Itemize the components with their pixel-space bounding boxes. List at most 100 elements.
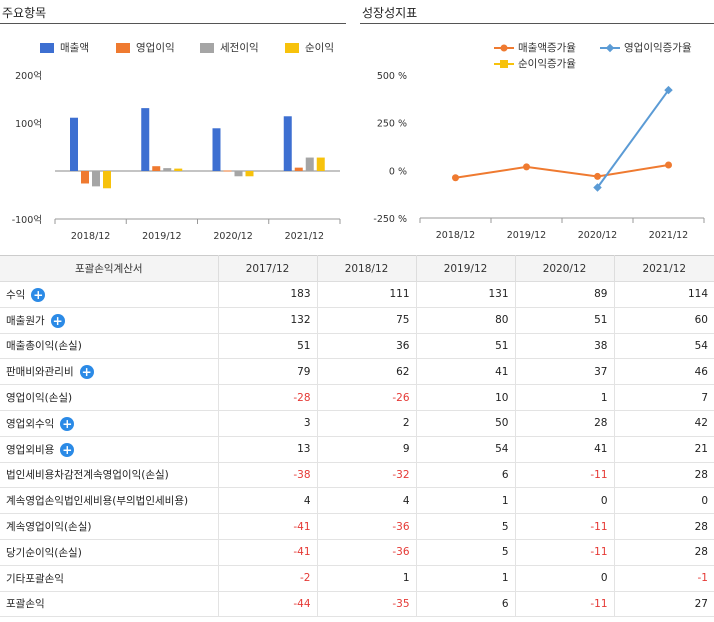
table-cell: 1 [416, 565, 516, 592]
bar-x-tick-label: 2019/12 [142, 231, 181, 242]
table-cell: 89 [515, 281, 615, 308]
bar-mark [212, 128, 221, 171]
legend-marker-icon [494, 44, 514, 51]
table-cell: -1 [614, 565, 714, 592]
row-label: 판매비와관리비 + [0, 358, 219, 386]
legend-label: 매출액 [60, 42, 89, 54]
line-x-tick-label: 2019/12 [507, 230, 546, 241]
row-label: 영업외비용 + [0, 436, 219, 463]
row-label: 매출원가 + [0, 307, 219, 334]
legend-swatch-icon [40, 42, 54, 53]
expand-plus-icon[interactable]: + [50, 313, 65, 328]
table-row: 기타포괄손익 -2 1 1 0 -1 [0, 565, 714, 592]
row-label: 수익 + [0, 281, 219, 308]
table-cell: 28 [614, 513, 714, 540]
bar-mark [294, 167, 303, 171]
row-label: 계속영업손익법인세비용(부의법인세비용) [0, 487, 219, 515]
table-cell: 6 [416, 462, 516, 489]
line-series [455, 164, 669, 179]
table-cell: -36 [317, 539, 417, 566]
year-column-header: 2019/12 [416, 255, 516, 282]
bar-mark [70, 117, 78, 171]
table-cell: 28 [515, 410, 615, 437]
row-label: 매출총이익(손실) [0, 333, 219, 360]
row-label-text: 영업외수익 [6, 417, 55, 430]
table-cell: 7 [614, 384, 714, 411]
bar-legend-item[interactable]: 매출액 [40, 40, 89, 55]
row-label-text: 영업외비용 [6, 443, 55, 456]
bar-mark [283, 116, 292, 171]
table-cell: 114 [614, 281, 714, 308]
legend-label: 영업이익 [136, 42, 175, 54]
table-cell: 54 [416, 436, 516, 463]
table-cell: -11 [515, 462, 615, 489]
line-y-tick-label: 250 % [377, 119, 407, 130]
bar-chart: 200억 100억 -100억 2018/12 2019/12 2020/12 2021/1… [12, 70, 341, 242]
table-cell: 50 [416, 410, 516, 437]
row-label-text: 포괄손익 [6, 598, 45, 611]
line-legend-item[interactable]: 순이익증가율 [494, 56, 576, 71]
bar-x-tick-label: 2018/12 [71, 231, 110, 242]
table-row: 포괄손익 -44 -35 6 -11 27 [0, 591, 714, 618]
bar-mark [163, 168, 172, 171]
table-cell: 6 [416, 591, 516, 618]
expand-plus-icon[interactable]: + [31, 287, 46, 302]
table-cell: 3 [218, 410, 318, 437]
line-point [523, 163, 530, 171]
line-legend-item[interactable]: 매출액증가율 [494, 40, 576, 55]
legend-label: 영업이익증가율 [624, 42, 692, 54]
table-cell: 75 [317, 307, 417, 334]
table-cell: 79 [218, 358, 318, 386]
bar-y-tick-label: -100억 [12, 214, 42, 226]
table-cell: 28 [614, 462, 714, 489]
row-label: 영업외수익 + [0, 410, 219, 437]
table-cell: 62 [317, 358, 417, 386]
row-label-text: 기타포괄손익 [6, 572, 64, 585]
row-label: 법인세비용차감전계속영업이익(손실) [0, 462, 219, 489]
line-legend-item[interactable]: 영업이익증가율 [600, 40, 692, 55]
table-cell: -11 [515, 539, 615, 566]
line-x-tick-label: 2021/12 [649, 230, 688, 241]
legend-marker-icon [494, 59, 514, 68]
bar-mark [234, 171, 243, 177]
table-cell: 9 [317, 436, 417, 463]
bar-legend-item[interactable]: 세전이익 [200, 40, 259, 55]
expand-plus-icon[interactable]: + [79, 365, 94, 380]
table-cell: 1 [416, 487, 516, 515]
table-cell: 36 [317, 333, 417, 360]
table-cell: -11 [515, 591, 615, 618]
row-label-text: 법인세비용차감전계속영업이익(손실) [6, 469, 169, 482]
row-label-text: 계속영업손익법인세비용(부의법인세비용) [6, 495, 189, 508]
expand-plus-icon[interactable]: + [60, 416, 75, 431]
legend-label: 세전이익 [220, 42, 259, 54]
bar-legend-item[interactable]: 순이익 [285, 40, 334, 55]
bar-mark [92, 171, 100, 187]
table-cell: -28 [218, 384, 318, 411]
legend-marker-icon [600, 43, 620, 52]
table-cell: 38 [515, 333, 615, 360]
bar-mark [245, 171, 254, 177]
bar-mark [305, 157, 314, 171]
row-label: 포괄손익 [0, 591, 219, 618]
table-cell: 4 [317, 487, 417, 515]
table-cell: 37 [515, 358, 615, 386]
year-column-header: 2017/12 [218, 255, 318, 282]
table-cell: 183 [218, 281, 318, 308]
table-cell: 41 [416, 358, 516, 386]
bar-legend-item[interactable]: 영업이익 [116, 40, 175, 55]
table-cell: -36 [317, 513, 417, 540]
expand-plus-icon[interactable]: + [60, 442, 75, 457]
table-cell: 51 [515, 307, 615, 334]
bar-mark [223, 170, 232, 172]
table-cell: -41 [218, 539, 318, 566]
table-row: 매출원가 +132 75 80 51 60 [0, 307, 714, 334]
table-row: 법인세비용차감전계속영업이익(손실) -38 -32 6 -11 28 [0, 462, 714, 489]
bar-mark [81, 171, 89, 184]
table-cell: -26 [317, 384, 417, 411]
table-cell: 41 [515, 436, 615, 463]
table-cell: 60 [614, 307, 714, 334]
bar-mark [152, 166, 161, 171]
line-chart: 500 % 250 % 0 % -250 % 2018/12 2019/12 2020/12… [373, 71, 705, 241]
row-label-text: 영업이익(손실) [6, 392, 73, 405]
table-cell: 1 [317, 565, 417, 592]
